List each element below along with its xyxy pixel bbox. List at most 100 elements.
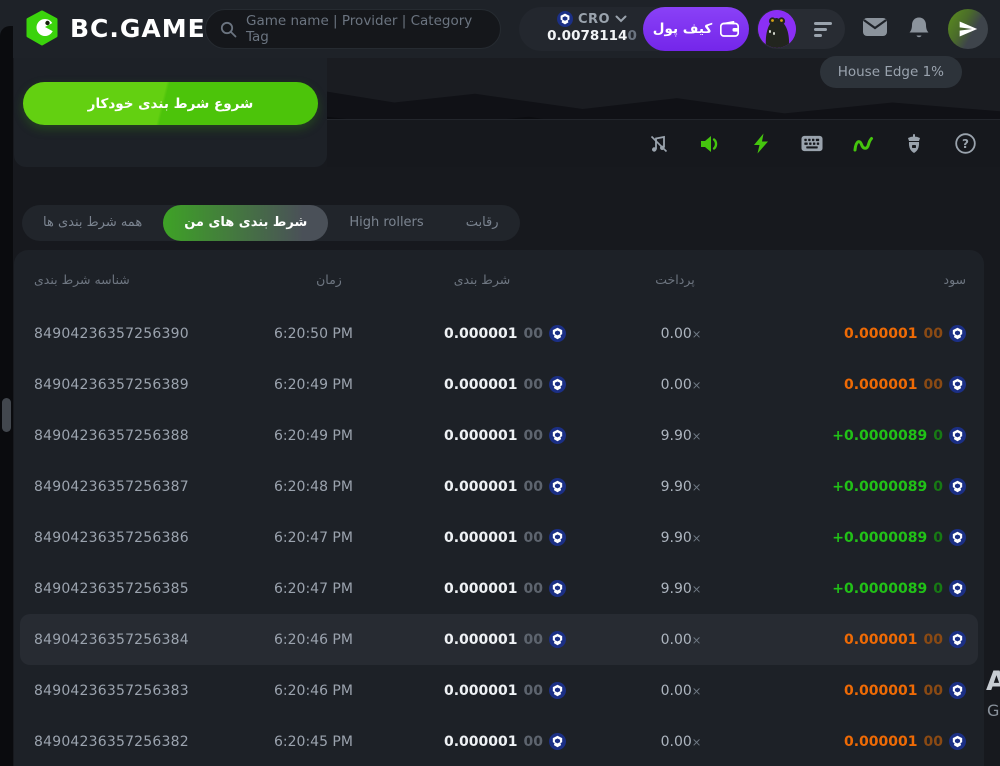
support-icon[interactable] [948, 9, 988, 49]
cro-coin-icon [549, 733, 566, 750]
search-placeholder: Game name | Provider | Category Tag [246, 13, 473, 45]
table-row[interactable]: 84904236357256390 6:20:50 PM 0.000001 00 … [20, 308, 978, 359]
mail-icon[interactable] [862, 16, 888, 38]
bet-controls-card: شروع شرط بندی خودکار [14, 56, 327, 167]
bet-payout: 0.00× [660, 376, 702, 393]
bet-amount: 0.000001 00 [444, 376, 566, 393]
hotkeys-icon[interactable] [801, 133, 823, 155]
tab-0[interactable]: همه شرط بندی ها [43, 215, 143, 230]
bet-profit: +0.0000089 0 [832, 580, 970, 597]
wallet-button[interactable]: کیف پول [643, 7, 749, 51]
table-row[interactable]: 84904236357256389 6:20:49 PM 0.000001 00 … [20, 359, 978, 410]
tab-3[interactable]: رقابت [465, 215, 499, 230]
cro-coin-icon [549, 376, 566, 393]
bet-time: 6:20:47 PM [274, 580, 353, 597]
music-off-icon[interactable] [648, 133, 670, 155]
live-stats-icon[interactable] [852, 133, 874, 155]
bet-time: 6:20:49 PM [274, 376, 353, 393]
cro-coin-icon [949, 325, 966, 342]
bet-profit: 0.000001 00 [844, 631, 970, 648]
bet-amount: 0.000001 00 [444, 325, 566, 342]
tab-1[interactable]: شرط بندی های من [163, 205, 329, 241]
brand-logo[interactable]: BC.GAME [24, 10, 206, 46]
bell-icon[interactable] [908, 16, 930, 40]
bet-id: 84904236357256383 [34, 682, 189, 699]
table-row[interactable]: 84904236357256383 6:20:46 PM 0.000001 00 … [20, 665, 978, 716]
cro-coin-icon [549, 580, 566, 597]
table-row[interactable]: 84904236357256386 6:20:47 PM 0.000001 00 … [20, 512, 978, 563]
bet-id: 84904236357256385 [34, 580, 189, 597]
cro-coin-icon [949, 478, 966, 495]
bet-profit: +0.0000089 0 [832, 427, 970, 444]
brand-name: BC.GAME [70, 13, 206, 43]
bet-amount: 0.000001 00 [444, 478, 566, 495]
cro-coin-icon [949, 682, 966, 699]
bets-tabs: همه شرط بندی ها شرط بندی های من High rolle… [22, 205, 520, 241]
bet-profit: 0.000001 00 [844, 733, 970, 750]
sound-icon[interactable] [699, 133, 721, 155]
bet-payout: 9.90× [660, 580, 702, 597]
bet-time: 6:20:50 PM [274, 325, 353, 342]
wallet-icon [720, 21, 740, 37]
hamburger-menu-icon[interactable] [814, 22, 832, 37]
cro-coin-icon [549, 631, 566, 648]
bet-profit: +0.0000089 0 [832, 478, 970, 495]
cro-coin-icon [549, 325, 566, 342]
bet-amount: 0.000001 00 [444, 529, 566, 546]
turbo-icon[interactable] [750, 133, 772, 155]
table-row[interactable]: 84904236357256385 6:20:47 PM 0.000001 00 … [20, 563, 978, 614]
cro-coin-icon [949, 733, 966, 750]
table-row[interactable]: 84904236357256382 6:20:45 PM 0.000001 00 … [20, 716, 978, 766]
bet-time: 6:20:46 PM [274, 631, 353, 648]
balance-selector[interactable]: CRO 0.00781140 [537, 11, 647, 44]
bet-profit: 0.000001 00 [844, 682, 970, 699]
bet-time: 6:20:47 PM [274, 529, 353, 546]
page-scrollbar[interactable] [0, 26, 13, 766]
bet-profit: 0.000001 00 [844, 376, 970, 393]
bet-amount: 0.000001 00 [444, 682, 566, 699]
bet-time: 6:20:48 PM [274, 478, 353, 495]
col-time: زمان [316, 271, 342, 287]
bet-time: 6:20:49 PM [274, 427, 353, 444]
bet-id: 84904236357256386 [34, 529, 189, 546]
bet-payout: 0.00× [660, 631, 702, 648]
help-icon[interactable]: ? [954, 133, 976, 155]
bet-payout: 9.90× [660, 427, 702, 444]
cro-coin-icon [949, 529, 966, 546]
bet-payout: 9.90× [660, 529, 702, 546]
bet-amount: 0.000001 00 [444, 631, 566, 648]
cro-coin-icon [549, 427, 566, 444]
game-toolbar: ? [327, 119, 1000, 167]
currency-code: CRO [577, 11, 611, 27]
game-panel: ? شروع شرط بندی خودکار House Edge 1% [14, 56, 1000, 167]
bet-amount: 0.000001 00 [444, 580, 566, 597]
table-body: 84904236357256390 6:20:50 PM 0.000001 00 … [14, 308, 984, 766]
table-row[interactable]: 84904236357256387 6:20:48 PM 0.000001 00 … [20, 461, 978, 512]
bet-profit: +0.0000089 0 [832, 529, 970, 546]
bets-table: شناسه شرط بندی زمان شرط بندی پرداخت سود … [14, 250, 984, 766]
game-search-input[interactable]: Game name | Provider | Category Tag [205, 9, 501, 49]
bet-id: 84904236357256387 [34, 478, 189, 495]
bet-payout: 0.00× [660, 325, 702, 342]
cro-coin-icon [949, 427, 966, 444]
bet-id: 84904236357256384 [34, 631, 189, 648]
seeds-icon[interactable] [903, 133, 925, 155]
table-row[interactable]: 84904236357256384 6:20:46 PM 0.000001 00 … [20, 614, 978, 665]
cro-coin-icon [556, 11, 573, 27]
table-row[interactable]: 84904236357256388 6:20:49 PM 0.000001 00 … [20, 410, 978, 461]
wallet-label: کیف پول [652, 21, 713, 37]
search-icon [220, 21, 237, 38]
cro-coin-icon [949, 580, 966, 597]
profile-menu[interactable] [757, 9, 845, 49]
svg-text:?: ? [962, 137, 969, 151]
chevron-down-icon [615, 15, 627, 23]
game-canvas: ? [327, 58, 1000, 167]
cro-coin-icon [549, 682, 566, 699]
start-autobet-button[interactable]: شروع شرط بندی خودکار [23, 82, 318, 125]
balance-amount: 0.00781140 [547, 28, 637, 44]
scrollbar-thumb[interactable] [2, 398, 11, 432]
avatar[interactable] [758, 10, 796, 48]
tab-2[interactable]: High rollers [349, 215, 424, 230]
bet-id: 84904236357256390 [34, 325, 189, 342]
bet-profit: 0.000001 00 [844, 325, 970, 342]
